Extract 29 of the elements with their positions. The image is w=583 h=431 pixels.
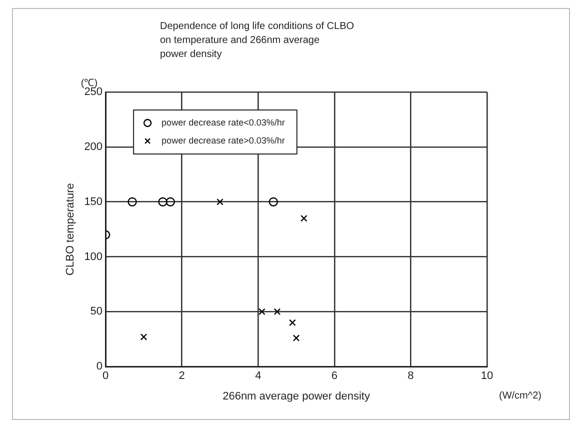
x-tick-label: 6 bbox=[331, 370, 338, 382]
y-tick-label: 200 bbox=[84, 140, 103, 153]
point bbox=[274, 308, 281, 316]
point bbox=[258, 308, 266, 316]
x-tick-label: 8 bbox=[408, 370, 414, 382]
point bbox=[128, 197, 137, 206]
point bbox=[216, 198, 224, 206]
y-tick-label: 100 bbox=[84, 250, 103, 263]
text: (℃) bbox=[80, 78, 98, 89]
legend-label: power decrease rate>0.03%/hr bbox=[162, 135, 285, 146]
point bbox=[140, 334, 148, 340]
point bbox=[289, 319, 296, 326]
point bbox=[268, 197, 278, 206]
y-tick-label: 150 bbox=[84, 196, 103, 208]
chart-title: Dependence of long life conditions of CLBO on temperature and 266nm average power density bbox=[160, 20, 354, 62]
x-tick-label: 4 bbox=[255, 370, 262, 382]
y-tick-label: 0 bbox=[96, 360, 103, 373]
y-axis-title: CLBO temperature bbox=[64, 183, 77, 276]
text: (W/cm^2) bbox=[499, 390, 542, 402]
x-tick-label: 2 bbox=[178, 370, 185, 382]
y-tick-label: 250 bbox=[84, 86, 103, 98]
x-tick-label: 10 bbox=[480, 370, 494, 382]
point bbox=[166, 197, 175, 206]
x-axis-title: 266nm average power density bbox=[222, 390, 370, 402]
point bbox=[300, 214, 308, 222]
point bbox=[292, 334, 300, 342]
point bbox=[158, 197, 168, 206]
y-tick-label: 50 bbox=[90, 306, 103, 318]
legend-label: power decrease rate<0.03%/hr bbox=[162, 117, 285, 128]
